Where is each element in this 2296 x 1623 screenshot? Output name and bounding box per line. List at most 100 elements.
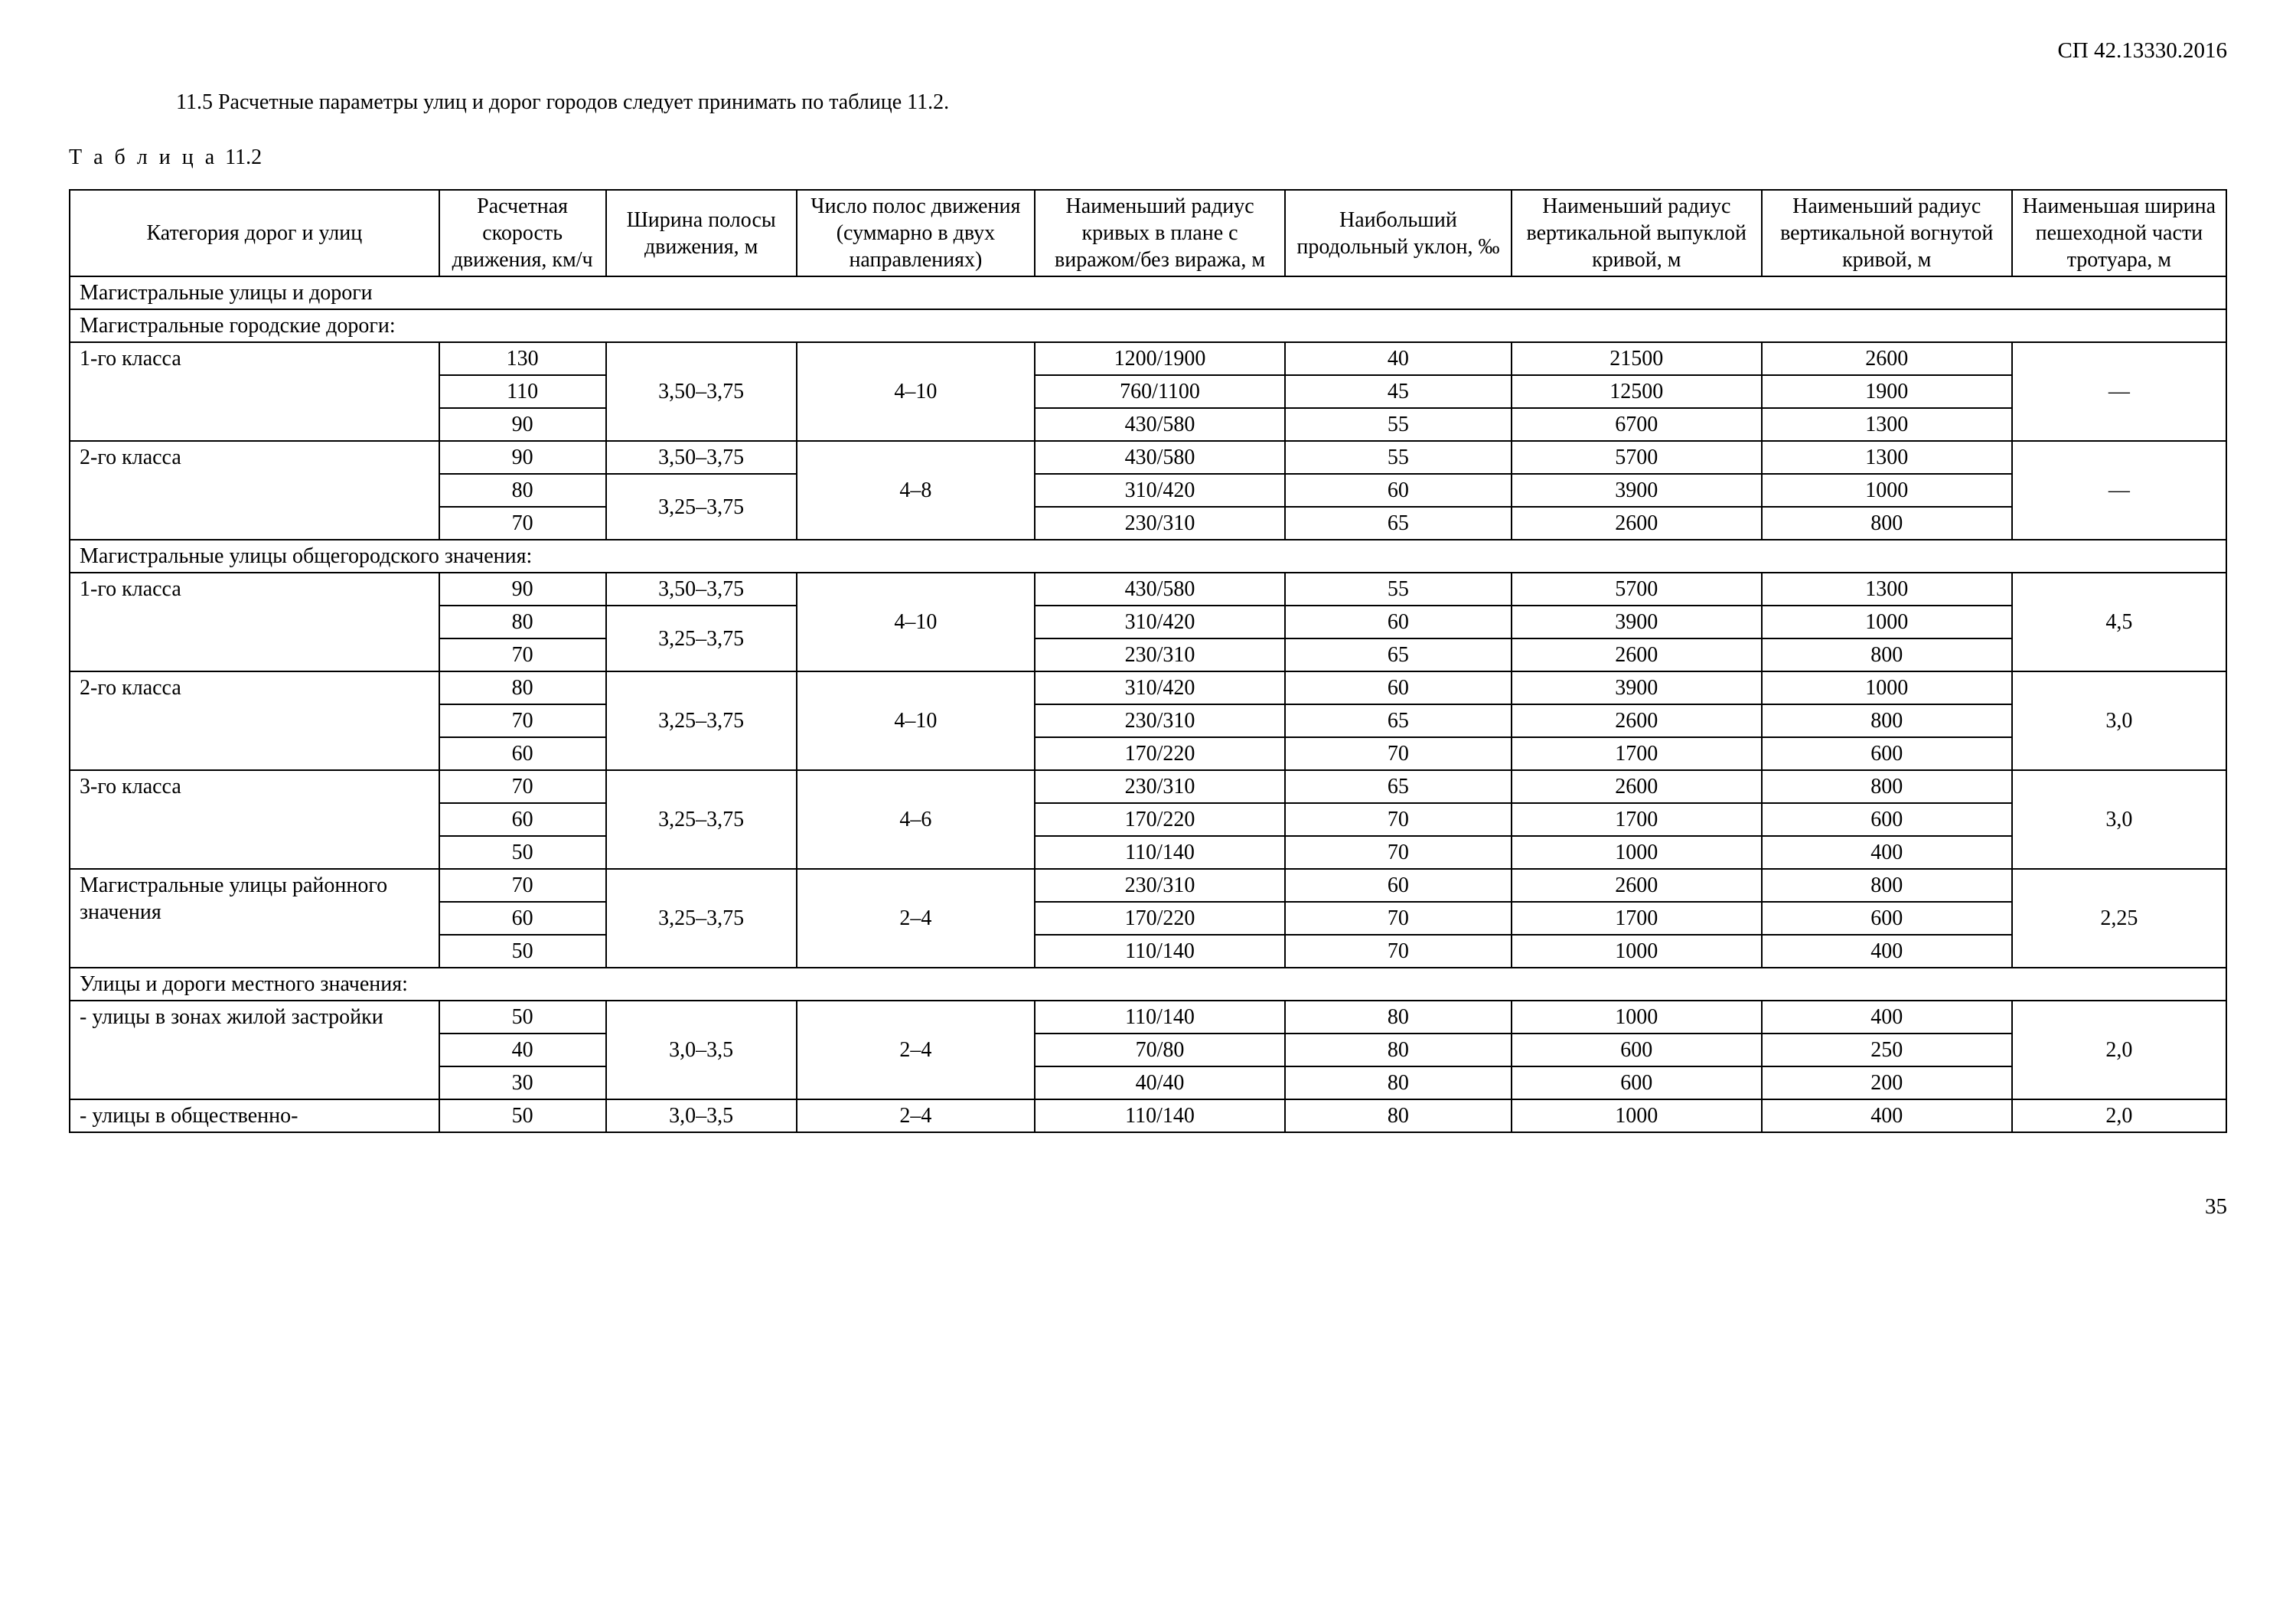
cell: 1300 bbox=[1762, 573, 2012, 606]
cell: 2–4 bbox=[797, 869, 1035, 968]
cell: 310/420 bbox=[1035, 474, 1285, 507]
cell: 21500 bbox=[1512, 342, 1762, 375]
cell: 1000 bbox=[1512, 836, 1762, 869]
cell: 4,5 bbox=[2012, 573, 2226, 671]
cell: 600 bbox=[1512, 1034, 1762, 1066]
cell: — bbox=[2012, 441, 2226, 540]
cell: — bbox=[2012, 342, 2226, 441]
section-label: Улицы и дороги местного значения: bbox=[70, 968, 2226, 1001]
cell: 3,25–3,75 bbox=[606, 474, 797, 540]
cell: 80 bbox=[439, 474, 606, 507]
cell: 70 bbox=[439, 869, 606, 902]
section-row: Магистральные улицы общегородского значе… bbox=[70, 540, 2226, 573]
cell: 2,25 bbox=[2012, 869, 2226, 968]
cell: 4–10 bbox=[797, 671, 1035, 770]
category-cell: - улицы в общественно- bbox=[70, 1099, 439, 1132]
cell: 65 bbox=[1285, 638, 1512, 671]
cell: 65 bbox=[1285, 704, 1512, 737]
cell: 90 bbox=[439, 441, 606, 474]
cell: 1000 bbox=[1762, 671, 2012, 704]
cell: 3,25–3,75 bbox=[606, 869, 797, 968]
cell: 3900 bbox=[1512, 671, 1762, 704]
table-row: 2-го класса 90 3,50–3,75 4–8 430/580 55 … bbox=[70, 441, 2226, 474]
cell: 60 bbox=[1285, 606, 1512, 638]
cell: 60 bbox=[1285, 474, 1512, 507]
cell: 60 bbox=[439, 737, 606, 770]
cell: 400 bbox=[1762, 836, 2012, 869]
section-label: Магистральные городские дороги: bbox=[70, 309, 2226, 342]
table-header-row: Категория дорог и улиц Расчетная скорост… bbox=[70, 190, 2226, 276]
cell: 70 bbox=[1285, 935, 1512, 968]
doc-code: СП 42.13330.2016 bbox=[69, 38, 2227, 64]
cell: 70 bbox=[1285, 737, 1512, 770]
cell: 3,50–3,75 bbox=[606, 441, 797, 474]
category-cell: - улицы в зонах жилой застройки bbox=[70, 1001, 439, 1099]
cell: 55 bbox=[1285, 573, 1512, 606]
cell: 1900 bbox=[1762, 375, 2012, 408]
cell: 1000 bbox=[1762, 606, 2012, 638]
cell: 800 bbox=[1762, 869, 2012, 902]
cell: 2600 bbox=[1512, 704, 1762, 737]
table-row: 3-го класса 70 3,25–3,75 4–6 230/310 65 … bbox=[70, 770, 2226, 803]
cell: 2600 bbox=[1762, 342, 2012, 375]
col-header: Наименьший радиус кривых в плане с вираж… bbox=[1035, 190, 1285, 276]
cell: 310/420 bbox=[1035, 671, 1285, 704]
cell: 1000 bbox=[1762, 474, 2012, 507]
cell: 230/310 bbox=[1035, 704, 1285, 737]
cell: 55 bbox=[1285, 408, 1512, 441]
cell: 1300 bbox=[1762, 408, 2012, 441]
category-cell: 3-го класса bbox=[70, 770, 439, 869]
cell: 4–10 bbox=[797, 573, 1035, 671]
cell: 2600 bbox=[1512, 507, 1762, 540]
table-number: 11.2 bbox=[225, 145, 262, 169]
cell: 1700 bbox=[1512, 902, 1762, 935]
cell: 60 bbox=[1285, 869, 1512, 902]
table-row: - улицы в общественно- 50 3,0–3,5 2–4 11… bbox=[70, 1099, 2226, 1132]
cell: 2–4 bbox=[797, 1001, 1035, 1099]
cell: 90 bbox=[439, 573, 606, 606]
cell: 70 bbox=[1285, 836, 1512, 869]
cell: 400 bbox=[1762, 1099, 2012, 1132]
category-cell: 2-го класса bbox=[70, 671, 439, 770]
section-row: Магистральные улицы и дороги bbox=[70, 276, 2226, 309]
cell: 400 bbox=[1762, 935, 2012, 968]
cell: 80 bbox=[1285, 1034, 1512, 1066]
cell: 4–8 bbox=[797, 441, 1035, 540]
cell: 230/310 bbox=[1035, 869, 1285, 902]
cell: 55 bbox=[1285, 441, 1512, 474]
cell: 3,0–3,5 bbox=[606, 1001, 797, 1099]
col-header: Число полос движения (суммарно в двух на… bbox=[797, 190, 1035, 276]
cell: 110 bbox=[439, 375, 606, 408]
cell: 40/40 bbox=[1035, 1066, 1285, 1099]
cell: 90 bbox=[439, 408, 606, 441]
cell: 6700 bbox=[1512, 408, 1762, 441]
cell: 60 bbox=[1285, 671, 1512, 704]
cell: 70 bbox=[439, 704, 606, 737]
cell: 110/140 bbox=[1035, 1001, 1285, 1034]
cell: 12500 bbox=[1512, 375, 1762, 408]
cell: 230/310 bbox=[1035, 638, 1285, 671]
cell: 4–6 bbox=[797, 770, 1035, 869]
cell: 70 bbox=[439, 638, 606, 671]
cell: 800 bbox=[1762, 704, 2012, 737]
cell: 45 bbox=[1285, 375, 1512, 408]
cell: 50 bbox=[439, 935, 606, 968]
cell: 2–4 bbox=[797, 1099, 1035, 1132]
table-row: Магистральные улицы районного значения 7… bbox=[70, 869, 2226, 902]
page-number: 35 bbox=[69, 1194, 2227, 1220]
cell: 110/140 bbox=[1035, 1099, 1285, 1132]
cell: 1700 bbox=[1512, 803, 1762, 836]
cell: 40 bbox=[1285, 342, 1512, 375]
cell: 70 bbox=[1285, 902, 1512, 935]
cell: 70/80 bbox=[1035, 1034, 1285, 1066]
cell: 600 bbox=[1762, 737, 2012, 770]
cell: 60 bbox=[439, 803, 606, 836]
cell: 310/420 bbox=[1035, 606, 1285, 638]
cell: 3,0–3,5 bbox=[606, 1099, 797, 1132]
cell: 40 bbox=[439, 1034, 606, 1066]
cell: 80 bbox=[1285, 1099, 1512, 1132]
cell: 430/580 bbox=[1035, 441, 1285, 474]
cell: 2,0 bbox=[2012, 1099, 2226, 1132]
cell: 2600 bbox=[1512, 638, 1762, 671]
cell: 600 bbox=[1512, 1066, 1762, 1099]
